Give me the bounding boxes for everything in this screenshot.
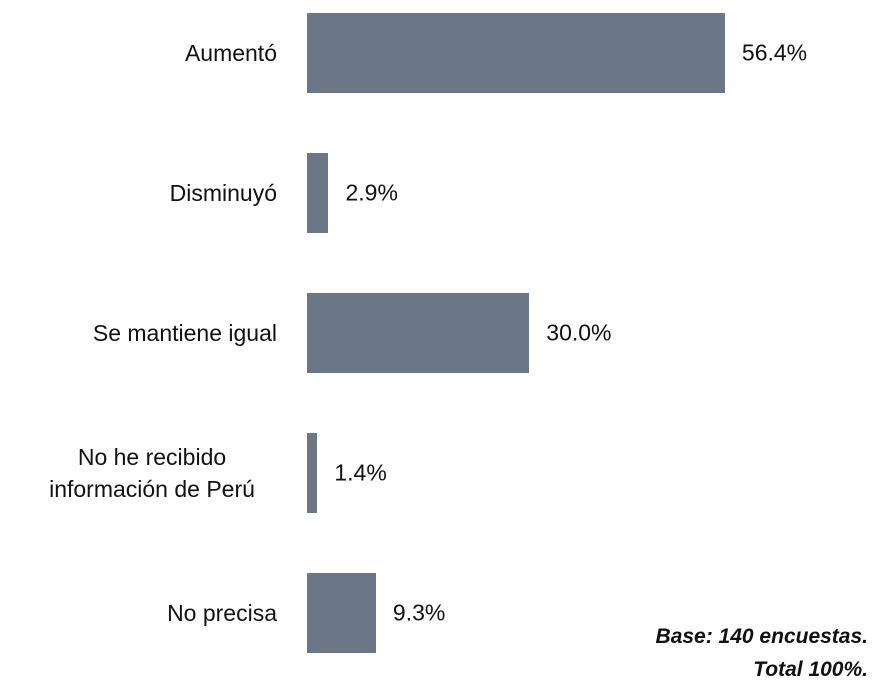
bar bbox=[307, 13, 725, 93]
value-label: 2.9% bbox=[345, 179, 398, 206]
category-label: No precisa bbox=[167, 600, 277, 626]
value-label: 30.0% bbox=[546, 319, 612, 346]
category-label: Se mantiene igual bbox=[92, 320, 277, 346]
bar bbox=[307, 433, 318, 513]
bar bbox=[307, 293, 530, 373]
category-label: Aumentó bbox=[184, 40, 277, 66]
category-label: Disminuyó bbox=[169, 180, 277, 206]
note: Total 100%. bbox=[753, 658, 868, 681]
note: Base: 140 encuestas. bbox=[655, 625, 868, 648]
category-label: No he recibido información de Perú bbox=[49, 444, 255, 502]
bar bbox=[307, 573, 376, 653]
value-label: 1.4% bbox=[334, 459, 387, 486]
value-label: 9.3% bbox=[392, 599, 446, 626]
value-label: 56.4% bbox=[741, 39, 808, 66]
bar bbox=[307, 153, 329, 233]
